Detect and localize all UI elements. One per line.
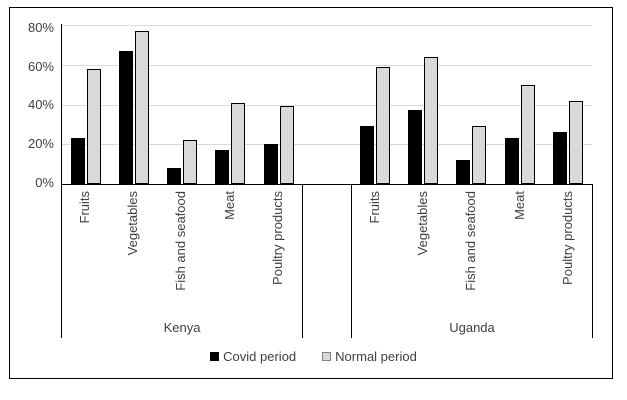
bar-kenya-3-normal: [231, 103, 246, 184]
cat-label-kenya-vegetables: Vegetables: [125, 191, 140, 256]
bar-uganda-4-covid: [552, 132, 567, 184]
legend-label-normal: Normal period: [335, 349, 417, 364]
bar-uganda-4-normal: [568, 101, 583, 184]
y-tick-20: 20%: [27, 136, 54, 151]
x-axis-line: [61, 184, 593, 185]
bar-kenya-2-covid: [167, 168, 182, 184]
bar-kenya-1-covid: [118, 51, 133, 184]
cat-label-kenya-fish: Fish and seafood: [173, 191, 188, 291]
bar-kenya-0-covid: [70, 138, 85, 184]
y-tick-60: 60%: [27, 59, 54, 74]
bar-uganda-1-normal: [424, 57, 439, 184]
bar-kenya-3-covid: [215, 150, 230, 184]
bar-uganda-2-covid: [456, 160, 471, 184]
group-separator-left: [61, 184, 62, 338]
bar-uganda-1-covid: [408, 110, 423, 184]
bar-kenya-4-covid: [263, 144, 278, 184]
bar-uganda-3-covid: [504, 138, 519, 184]
bar-kenya-4-normal: [279, 106, 294, 184]
legend: Covid period Normal period: [0, 349, 627, 364]
cat-label-uganda-poultry: Poultry products: [560, 191, 575, 285]
cat-label-uganda-fruits: Fruits: [367, 191, 382, 224]
bar-kenya-0-normal: [86, 69, 101, 184]
y-tick-40: 40%: [27, 97, 54, 112]
group-separator-kenya-end: [302, 184, 303, 338]
y-tick-80: 80%: [27, 20, 54, 35]
cat-label-kenya-fruits: Fruits: [77, 191, 92, 224]
bar-kenya-1-normal: [134, 31, 149, 184]
bar-uganda-0-covid: [359, 126, 374, 184]
cat-label-uganda-fish: Fish and seafood: [463, 191, 478, 291]
cat-label-kenya-meat: Meat: [222, 191, 237, 220]
bar-uganda-0-normal: [375, 67, 390, 184]
group-separator-uganda-start: [351, 184, 352, 338]
cat-label-kenya-poultry: Poultry products: [270, 191, 285, 285]
gridline-80: [61, 25, 592, 26]
covid-series-swatch-icon: [210, 352, 220, 361]
bar-uganda-2-normal: [472, 126, 487, 184]
group-separator-right: [592, 184, 593, 338]
group-label-kenya: Kenya: [163, 320, 201, 335]
gridline-40: [61, 104, 592, 106]
legend-label-covid: Covid period: [223, 349, 297, 364]
normal-series-swatch-icon: [322, 352, 332, 361]
gridline-60: [61, 64, 592, 66]
cat-label-uganda-vegetables: Vegetables: [415, 191, 430, 256]
cat-label-uganda-meat: Meat: [512, 191, 527, 220]
legend-item-normal: Normal period: [322, 349, 417, 364]
bar-uganda-3-normal: [520, 85, 535, 184]
y-axis-line: [61, 24, 62, 185]
gridline-20: [61, 144, 592, 146]
group-label-uganda: Uganda: [449, 320, 495, 335]
legend-item-covid: Covid period: [210, 349, 296, 364]
bar-kenya-2-normal: [183, 140, 198, 184]
chart-frame: [9, 7, 613, 379]
y-tick-0: 0%: [35, 175, 54, 190]
